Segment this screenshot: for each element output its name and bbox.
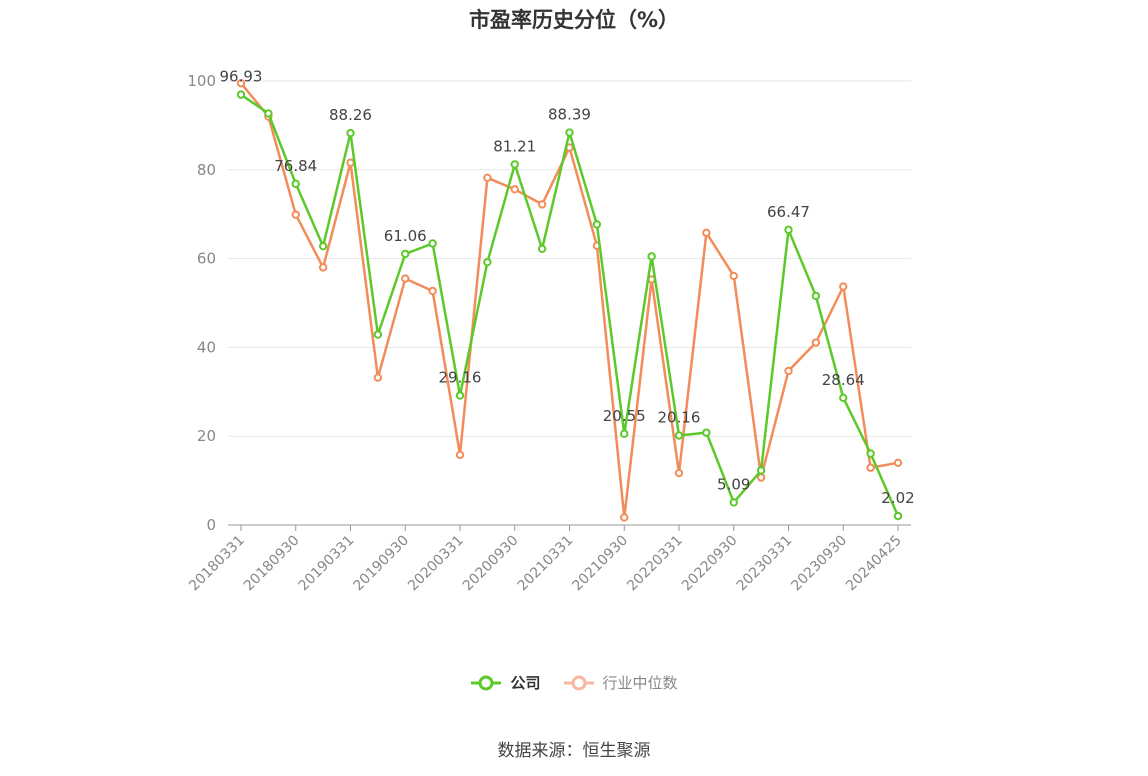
industry-point bbox=[455, 450, 465, 460]
industry-point bbox=[620, 513, 629, 522]
industry-point bbox=[784, 366, 793, 376]
company-point bbox=[839, 393, 848, 403]
x-tick-label: 20210331 bbox=[515, 533, 577, 595]
industry-series bbox=[236, 79, 903, 522]
y-tick-label: 60 bbox=[197, 250, 216, 268]
data-label: 66.47 bbox=[767, 203, 810, 221]
axis-layer: 0 20 40 60 80 100 2018033120180930201903312019… bbox=[186, 72, 911, 594]
industry-point bbox=[811, 338, 821, 347]
x-tick-label: 20190930 bbox=[350, 533, 412, 595]
company-point bbox=[729, 498, 738, 507]
data-label: 5.09 bbox=[717, 475, 750, 493]
industry-point bbox=[401, 274, 410, 283]
x-tick-label: 20230930 bbox=[788, 533, 850, 595]
company-point bbox=[264, 109, 273, 118]
company-point bbox=[428, 239, 437, 248]
data-label: 88.39 bbox=[548, 106, 591, 124]
data-label: 2.02 bbox=[881, 489, 914, 507]
industry-point bbox=[702, 228, 711, 238]
company-point bbox=[510, 160, 519, 169]
company-point bbox=[620, 429, 629, 438]
data-label: 61.06 bbox=[384, 227, 427, 245]
data-labels: 96.93 76.84 88.26 61.06 29.16 81.21 88.39 20.55… bbox=[220, 68, 915, 507]
x-tick-label: 20180930 bbox=[241, 533, 303, 595]
industry-point bbox=[510, 185, 519, 194]
company-point bbox=[592, 220, 602, 229]
data-label: 20.55 bbox=[603, 407, 646, 425]
data-label: 20.16 bbox=[658, 408, 701, 426]
company-point bbox=[346, 128, 355, 138]
company-point bbox=[893, 511, 903, 521]
company-point bbox=[565, 128, 574, 137]
industry-point bbox=[346, 158, 355, 167]
data-label: 29.16 bbox=[439, 369, 482, 387]
chart-title: 市盈率历史分位（%） bbox=[468, 8, 680, 32]
legend: 公司 行业中位数 bbox=[0, 672, 1148, 693]
legend-label-company: 公司 bbox=[510, 674, 541, 692]
industry-point bbox=[839, 282, 848, 291]
industry-point bbox=[236, 79, 246, 88]
company-point bbox=[674, 431, 684, 440]
industry-point bbox=[291, 210, 300, 219]
legend-label-industry: 行业中位数 bbox=[602, 674, 678, 692]
company-legend-icon bbox=[471, 675, 502, 690]
company-point bbox=[401, 249, 410, 259]
industry-point bbox=[428, 286, 437, 296]
industry-point bbox=[537, 200, 547, 209]
industry-point bbox=[674, 468, 684, 478]
y-tick-label: 100 bbox=[187, 72, 216, 90]
industry-point bbox=[866, 463, 875, 472]
company-point bbox=[784, 225, 793, 235]
company-point bbox=[318, 241, 328, 251]
x-tick-label: 20190331 bbox=[296, 533, 358, 595]
industry-point bbox=[373, 373, 383, 382]
company-point bbox=[455, 391, 465, 400]
x-tick-label: 20180331 bbox=[186, 533, 248, 595]
industry-legend-icon bbox=[563, 675, 594, 690]
company-point bbox=[291, 179, 300, 189]
company-point bbox=[236, 90, 246, 99]
data-label: 76.84 bbox=[274, 157, 317, 175]
company-point bbox=[811, 291, 821, 301]
x-tick-label: 20220930 bbox=[679, 533, 741, 595]
industry-point bbox=[893, 458, 903, 468]
company-point bbox=[647, 252, 656, 261]
industry-point bbox=[729, 271, 738, 281]
x-tick-label: 20200930 bbox=[460, 533, 522, 595]
company-point bbox=[483, 257, 492, 267]
company-point bbox=[866, 449, 875, 458]
x-tick-label: 20230331 bbox=[734, 533, 796, 595]
company-point bbox=[373, 330, 383, 339]
data-label: 81.21 bbox=[493, 137, 536, 155]
y-tick-label: 80 bbox=[197, 161, 216, 179]
company-series bbox=[236, 90, 903, 521]
legend-item-company[interactable]: 公司 bbox=[470, 672, 541, 693]
legend-item-industry[interactable]: 行业中位数 bbox=[563, 672, 678, 693]
data-source: 数据来源：恒生聚源 bbox=[497, 741, 651, 761]
data-label: 96.93 bbox=[220, 68, 263, 86]
y-tick-label: 0 bbox=[206, 516, 216, 534]
x-tick-label: 20240425 bbox=[843, 533, 905, 595]
x-tick-label: 20210930 bbox=[569, 533, 631, 595]
data-label: 88.26 bbox=[329, 106, 372, 124]
industry-point bbox=[756, 473, 766, 482]
industry-point bbox=[318, 263, 328, 272]
company-point bbox=[537, 244, 547, 254]
industry-point bbox=[483, 173, 492, 182]
y-tick-label: 20 bbox=[197, 427, 216, 445]
company-point bbox=[756, 466, 766, 475]
x-tick-label: 20200331 bbox=[405, 533, 467, 595]
company-line bbox=[240, 93, 900, 517]
y-tick-label: 40 bbox=[197, 338, 216, 356]
x-tick-label: 20220331 bbox=[624, 533, 686, 595]
data-label: 28.64 bbox=[822, 371, 865, 389]
company-point bbox=[702, 428, 711, 437]
